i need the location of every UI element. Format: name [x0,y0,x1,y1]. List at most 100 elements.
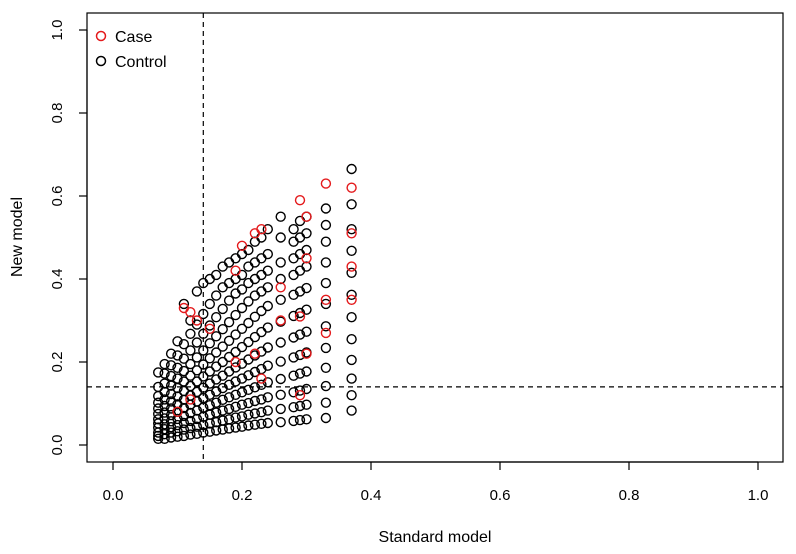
control-point [198,328,209,339]
control-point [256,379,267,390]
control-point [210,331,222,342]
control-point [275,211,286,222]
control-point [256,305,267,317]
control-point [210,407,222,418]
control-point [288,236,299,247]
control-point [243,244,254,256]
control-point [152,414,164,425]
control-point [210,361,222,372]
control-point [230,346,241,358]
control-point [172,350,183,361]
y-axis-label: New model [9,197,26,277]
control-point [223,414,235,425]
control-point [159,429,170,440]
control-point [288,253,299,264]
control-point [210,290,222,301]
control-point [204,378,216,389]
x-axis-label: Standard model [379,529,492,546]
control-point [256,286,267,297]
control-point [275,294,286,305]
control-point [191,286,203,297]
control-point [301,366,312,377]
control-point [320,219,332,231]
control-point [159,378,170,389]
control-point [210,347,222,358]
control-point [262,223,273,235]
control-point [230,253,241,264]
control-point [230,329,241,340]
control-point [243,261,254,272]
x-tick-label: 1.0 [748,487,769,504]
control-point [204,338,216,349]
control-point [185,328,196,339]
case-point [185,307,196,318]
y-tick-label: 0.4 [49,269,66,290]
control-point [191,337,203,348]
case-point [294,311,306,322]
control-point [249,408,261,419]
control-point [288,387,299,398]
control-point [217,261,228,272]
case-point [346,228,357,239]
control-point [178,417,190,429]
y-tick-label: 0.2 [49,352,66,373]
control-point [217,415,228,426]
control-point [223,335,235,346]
control-point [236,421,248,432]
control-point [262,300,273,312]
control-point [275,373,286,385]
control-point [236,387,248,398]
control-point [204,273,216,285]
control-point [204,298,216,310]
control-point [320,380,332,392]
control-point [288,370,299,381]
control-point [230,309,241,321]
control-point [320,412,332,424]
control-point [288,289,299,300]
control-point [346,312,357,323]
control-point [243,420,254,431]
control-point [346,289,357,300]
control-point [230,401,241,412]
control-point [288,269,299,281]
control-point [198,427,209,438]
control-point [165,360,177,371]
legend-marker-case [95,30,107,42]
control-point [159,386,170,398]
control-point [346,267,357,278]
case-point [230,265,241,276]
data-points [152,163,357,444]
control-point [172,431,183,442]
control-point [210,269,222,281]
control-point [256,418,267,429]
control-point [294,349,306,361]
control-point [346,245,357,257]
control-point [223,277,235,289]
control-point [301,399,312,410]
control-point [243,296,254,307]
control-point [210,425,222,436]
control-point [185,429,196,440]
control-point [230,376,241,387]
control-point [217,394,228,405]
control-point [301,282,312,294]
control-point [185,415,196,427]
control-point [236,341,248,353]
control-point [223,257,235,268]
case-point [185,394,196,405]
control-point [165,348,177,359]
control-point [204,366,216,377]
control-point [294,248,306,260]
control-point [217,405,228,416]
x-tick-label: 0.0 [103,487,124,504]
control-point [236,302,248,314]
case-point [191,315,203,326]
legend-marker-control [95,55,107,67]
control-point [275,232,286,243]
control-point [172,391,183,402]
control-point [288,332,299,343]
control-point [159,394,170,405]
x-tick-label: 0.2 [232,487,253,504]
y-tick-label: 0.0 [49,435,66,456]
case-point [230,356,241,368]
